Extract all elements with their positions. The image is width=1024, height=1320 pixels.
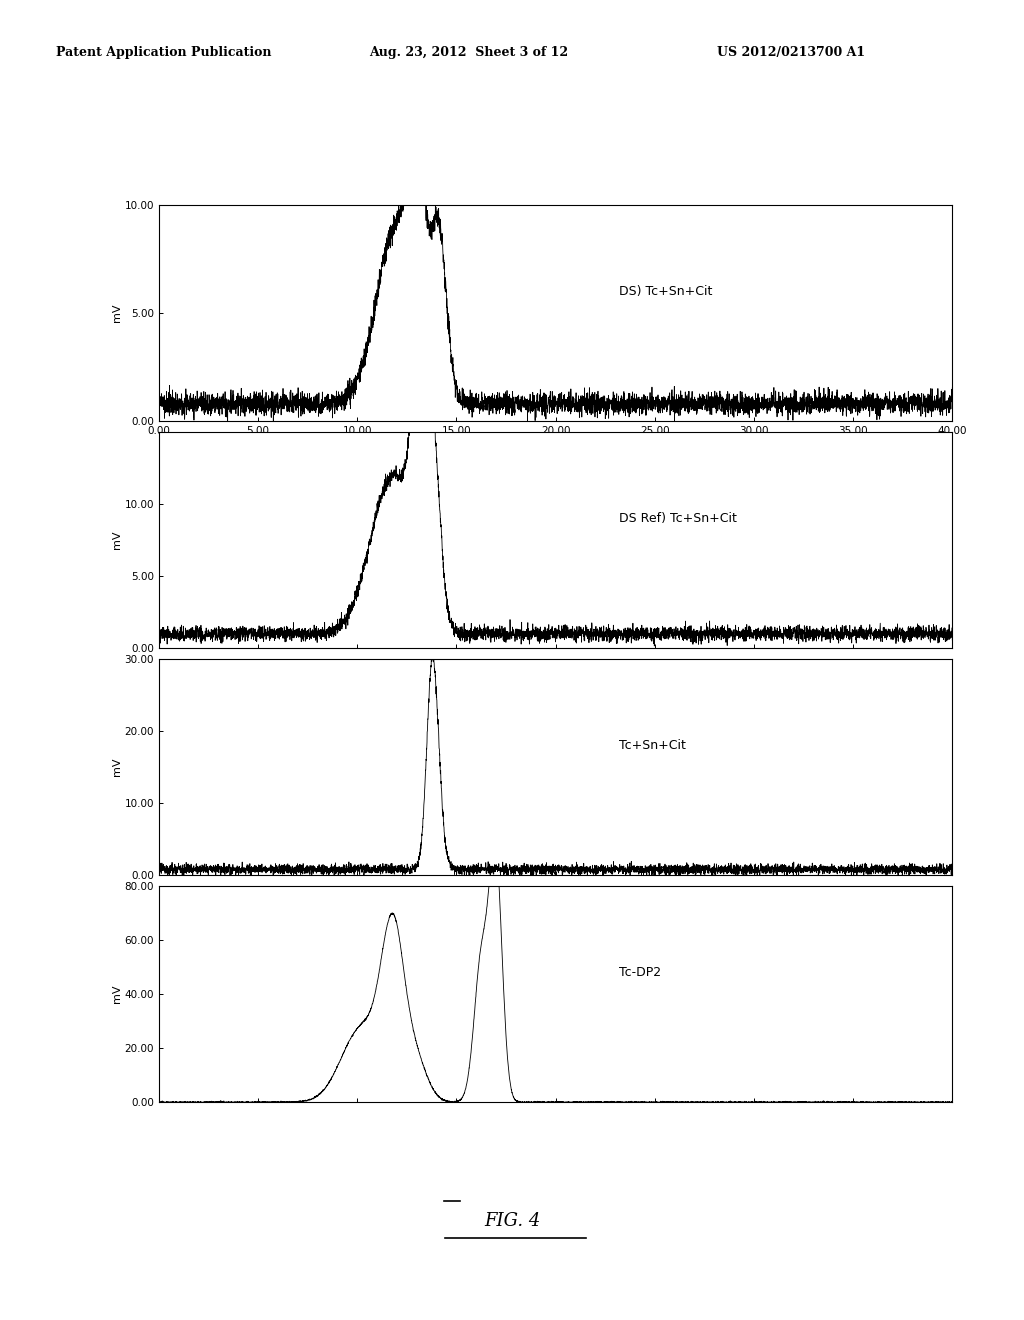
Text: DS) Tc+Sn+Cit: DS) Tc+Sn+Cit <box>618 285 713 298</box>
Y-axis label: mV: mV <box>112 985 122 1003</box>
Text: Tc-DP2: Tc-DP2 <box>618 966 662 979</box>
Y-axis label: mV: mV <box>112 531 122 549</box>
Y-axis label: mV: mV <box>112 304 122 322</box>
Text: FIG. 4: FIG. 4 <box>483 1212 541 1230</box>
Text: Tc+Sn+Cit: Tc+Sn+Cit <box>618 739 686 752</box>
Text: DS Ref) Tc+Sn+Cit: DS Ref) Tc+Sn+Cit <box>618 512 737 525</box>
X-axis label: Minutes: Minutes <box>528 441 583 455</box>
Y-axis label: mV: mV <box>112 758 122 776</box>
Text: US 2012/0213700 A1: US 2012/0213700 A1 <box>717 46 865 59</box>
Text: Patent Application Publication: Patent Application Publication <box>56 46 271 59</box>
Text: Aug. 23, 2012  Sheet 3 of 12: Aug. 23, 2012 Sheet 3 of 12 <box>369 46 567 59</box>
